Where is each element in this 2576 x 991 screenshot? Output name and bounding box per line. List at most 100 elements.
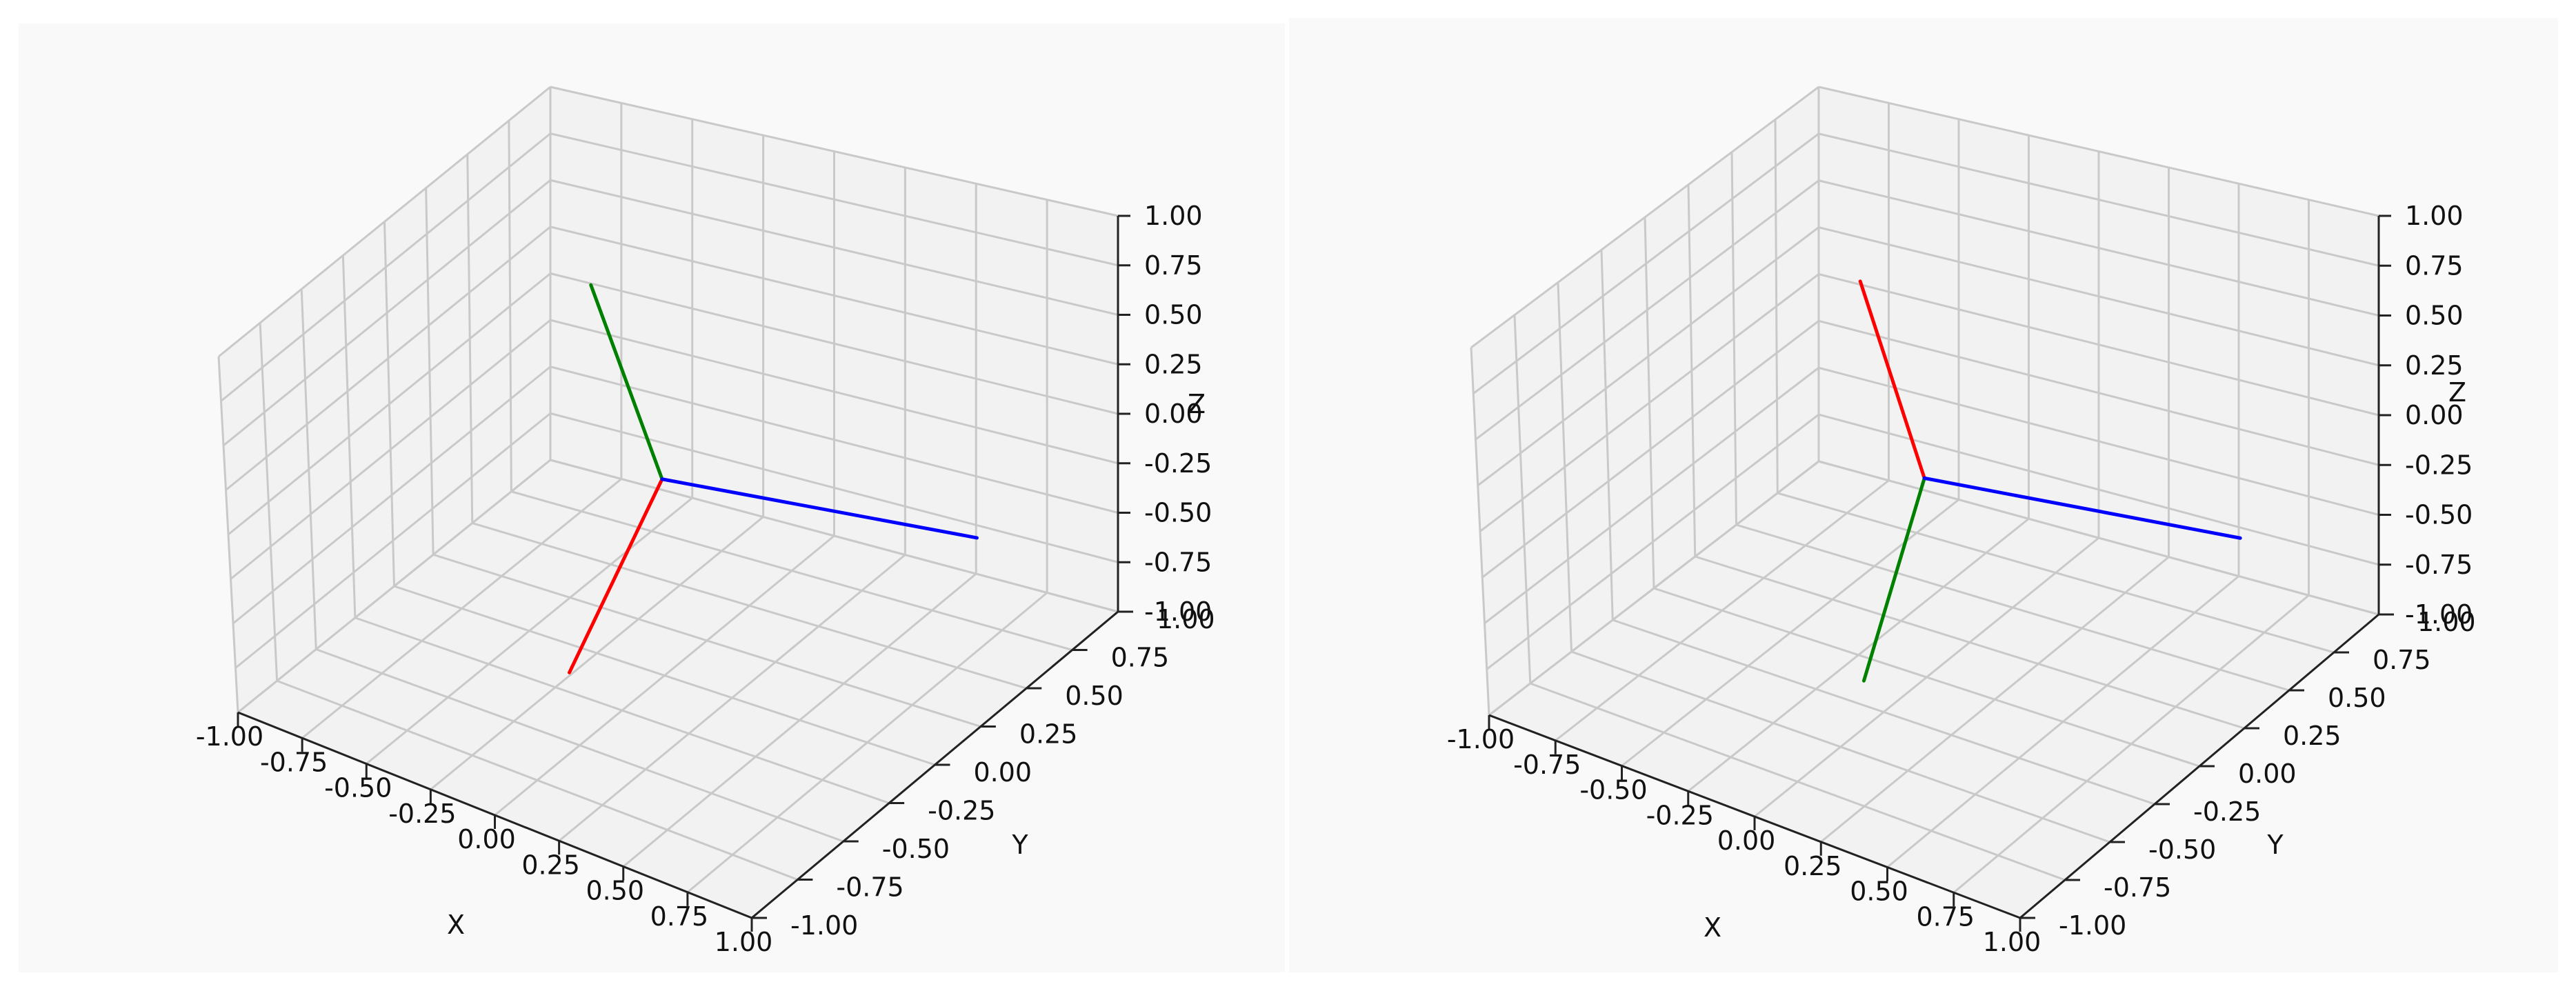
z-tick-label: -1.00	[1144, 597, 1212, 627]
y-tick-label: -0.25	[928, 796, 995, 826]
grid-line	[686, 592, 1048, 893]
grid-line	[510, 490, 1073, 651]
x-tick-label: -0.50	[324, 773, 392, 803]
x-tick-label: 0.50	[586, 876, 644, 906]
grid-line	[550, 179, 1119, 316]
x-tick-label: -0.50	[1579, 775, 1647, 805]
grid-line	[225, 226, 551, 491]
x-axis-label: X	[447, 910, 465, 940]
grid-lines	[1470, 86, 2380, 919]
grid-line	[622, 572, 977, 868]
axis-labels: X Y Z	[447, 389, 1206, 940]
x-tick-label: -1.00	[1447, 724, 1515, 754]
z-tick-label: -1.00	[2405, 599, 2473, 630]
left-wall-pane	[1471, 87, 1819, 715]
y-tick-label: 0.50	[2328, 683, 2386, 713]
grid-line	[1687, 184, 1697, 557]
z-tick-label: 0.75	[1144, 250, 1203, 281]
y-tick-label: 0.75	[1111, 643, 1170, 673]
series-line-0	[567, 477, 664, 674]
y-tick-label: 1.00	[1157, 604, 1215, 634]
x-tick-label: -0.25	[388, 799, 456, 829]
x-tick-label: 1.00	[1983, 927, 2041, 957]
z-tick-label: 0.50	[2405, 301, 2464, 331]
series-line-2	[660, 477, 979, 540]
y-tick-label: 0.00	[2238, 759, 2297, 789]
grid-line	[1818, 86, 2379, 217]
left-3d-axes-panel: -1.00 -1.00 -1.00 -0.75 -0.75 -0.75 -0.50 -0.50…	[19, 23, 1285, 972]
axis-labels: X Y Z	[1704, 377, 2466, 943]
grid-line	[1777, 492, 2335, 654]
tick-group: -1.00-1.00-1.00-0.75-0.75-0.75-0.50-0.50…	[196, 201, 1215, 957]
z-tick-label: 0.50	[1144, 300, 1203, 330]
x-axis-label: X	[1704, 912, 1721, 943]
x-tick-label: -0.75	[260, 747, 328, 777]
grid-line	[223, 179, 551, 447]
grid-line	[1475, 179, 1819, 441]
z-tick-label: -0.25	[1144, 448, 1212, 479]
z-tick-label: 0.00	[1144, 399, 1203, 429]
grid-line	[1470, 86, 1819, 349]
grid-line	[1774, 119, 1779, 494]
series-line-1	[1861, 476, 1926, 683]
grid-line	[558, 554, 906, 842]
y-tick-label: 0.50	[1065, 681, 1124, 711]
grid-line	[394, 585, 935, 766]
grid-line	[1818, 179, 2379, 317]
y-tick-label: 1.00	[2417, 607, 2476, 637]
x-tick-label: -0.75	[1513, 750, 1581, 780]
y-axis-label: Y	[2266, 830, 2284, 860]
z-tick-label: -0.25	[2405, 450, 2473, 480]
grid-line	[472, 522, 1027, 690]
y-tick-label: -0.75	[836, 872, 903, 903]
y-tick-label: 0.25	[2283, 721, 2342, 751]
y-tick-label: -0.75	[2104, 872, 2171, 903]
series-line-0	[1858, 279, 1926, 480]
z-tick-label: -0.75	[2405, 550, 2473, 580]
grid-line	[1479, 273, 1819, 532]
z-tick-label: 0.75	[2405, 250, 2464, 281]
grid-line	[425, 188, 435, 555]
floor-pane	[238, 460, 1118, 918]
grid-line	[1820, 556, 2170, 843]
y-tick-label: -1.00	[790, 910, 858, 941]
z-tick-label: -0.75	[1144, 547, 1212, 577]
grid-line	[1818, 273, 2379, 417]
series-line-2	[1922, 476, 2242, 540]
left-3d-plot: -1.00-1.00-1.00-0.75-0.75-0.75-0.50-0.50…	[196, 86, 1215, 957]
z-tick-label: 0.25	[1144, 349, 1203, 379]
z-tick-label: 1.00	[2405, 201, 2464, 231]
x-tick-label: 0.75	[650, 901, 709, 932]
y-tick-label: -0.50	[2148, 834, 2216, 865]
x-tick-label: 0.75	[1916, 901, 1975, 932]
grid-line	[1736, 523, 2290, 692]
floor-pane	[1489, 461, 2379, 918]
grid-line	[432, 553, 981, 728]
right-3d-plot: -1.00-1.00-1.00-0.75-0.75-0.75-0.50-0.50…	[1447, 86, 2476, 957]
series-group	[1858, 279, 2242, 683]
x-tick-label: 1.00	[715, 927, 773, 957]
grid-line	[1818, 460, 2379, 616]
grid-line	[508, 120, 512, 492]
x-tick-label: 0.00	[457, 824, 516, 854]
grid-line	[550, 132, 1119, 267]
x-tick-label: 0.25	[521, 850, 580, 880]
grid-line	[550, 459, 1119, 613]
x-tick-label: -1.00	[196, 721, 263, 752]
y-tick-label: 0.00	[974, 757, 1032, 788]
grid-line	[1472, 132, 1819, 394]
grid-line	[1818, 226, 2379, 367]
x-tick-label: 0.25	[1784, 851, 1842, 881]
grid-line	[1730, 152, 1737, 525]
grid-line	[220, 132, 551, 402]
grid-line	[228, 272, 551, 536]
x-tick-label: -0.25	[1646, 800, 1714, 830]
z-tick-label: 0.00	[2405, 400, 2464, 430]
right-3d-axes-panel: -1.00 -1.00 -1.00 -0.75 -0.75 -0.75 -0.50 -0.50…	[1289, 18, 2558, 972]
y-axis-label: Y	[1011, 830, 1028, 860]
grid-line	[550, 272, 1119, 415]
grid-line	[1653, 587, 2200, 768]
x-tick-label: 0.50	[1850, 877, 1908, 907]
y-tick-label: -0.25	[2193, 797, 2261, 827]
series-group	[567, 283, 979, 674]
